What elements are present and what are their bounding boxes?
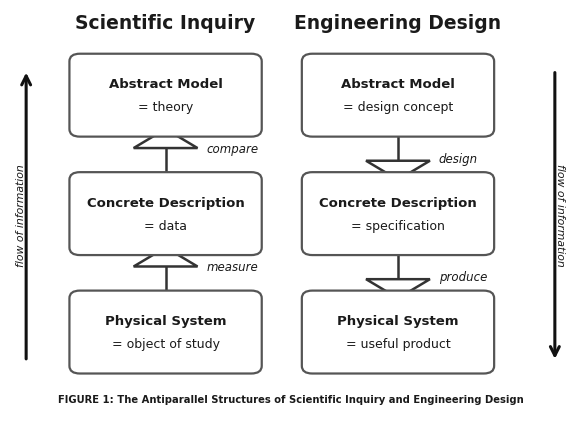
Text: Concrete Description: Concrete Description <box>319 197 477 209</box>
Text: Engineering Design: Engineering Design <box>295 14 501 33</box>
Text: Physical System: Physical System <box>105 315 227 328</box>
Text: Concrete Description: Concrete Description <box>87 197 245 209</box>
Text: flow of information: flow of information <box>16 165 27 267</box>
FancyBboxPatch shape <box>302 54 494 137</box>
Text: = object of study: = object of study <box>112 338 220 351</box>
FancyBboxPatch shape <box>302 172 494 255</box>
FancyBboxPatch shape <box>69 291 261 374</box>
Text: measure: measure <box>206 261 258 274</box>
Text: FIGURE 1: The Antiparallel Structures of Scientific Inquiry and Engineering Desi: FIGURE 1: The Antiparallel Structures of… <box>58 395 523 405</box>
Polygon shape <box>134 129 198 148</box>
Text: compare: compare <box>206 143 259 156</box>
Text: Abstract Model: Abstract Model <box>341 78 455 91</box>
Text: = specification: = specification <box>351 220 445 233</box>
Text: design: design <box>439 153 478 166</box>
Text: = data: = data <box>144 220 187 233</box>
Text: = useful product: = useful product <box>346 338 450 351</box>
Text: Abstract Model: Abstract Model <box>109 78 223 91</box>
Text: = theory: = theory <box>138 102 193 114</box>
FancyBboxPatch shape <box>302 291 494 374</box>
Polygon shape <box>366 161 430 180</box>
Text: flow of information: flow of information <box>554 165 565 267</box>
FancyBboxPatch shape <box>69 172 261 255</box>
FancyBboxPatch shape <box>69 54 261 137</box>
Text: Scientific Inquiry: Scientific Inquiry <box>76 14 256 33</box>
Text: produce: produce <box>439 272 487 284</box>
Text: = design concept: = design concept <box>343 102 453 114</box>
Text: Physical System: Physical System <box>337 315 459 328</box>
Polygon shape <box>134 247 198 266</box>
Polygon shape <box>366 279 430 298</box>
